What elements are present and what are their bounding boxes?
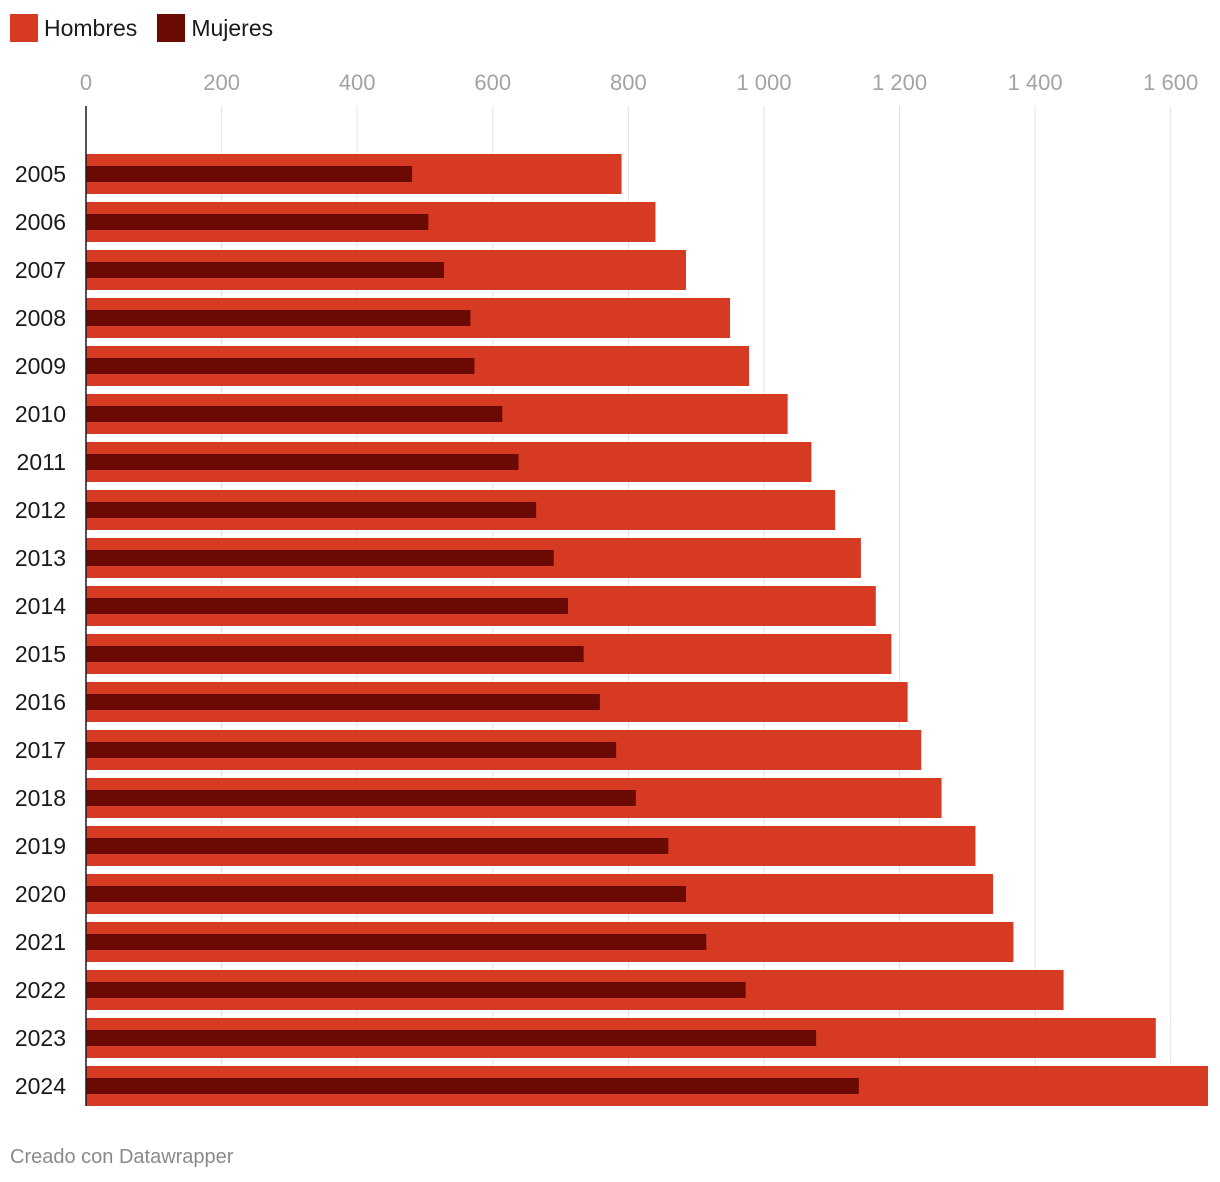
bar-mujeres (86, 166, 413, 182)
y-category-label: 2013 (15, 545, 66, 571)
x-tick-label: 1 600 (1143, 70, 1198, 95)
y-category-label: 2022 (15, 977, 66, 1003)
bar-mujeres (86, 790, 636, 806)
bar-mujeres (86, 646, 584, 662)
x-tick-label: 0 (80, 70, 92, 95)
bar-mujeres (86, 934, 707, 950)
bar-mujeres (86, 742, 617, 758)
bar-mujeres (86, 454, 519, 470)
x-tick-label: 400 (339, 70, 376, 95)
bar-mujeres (86, 694, 600, 710)
x-tick-label: 600 (474, 70, 511, 95)
y-category-label: 2014 (15, 593, 66, 619)
y-category-label: 2015 (15, 641, 66, 667)
bar-chart: 0 200 400 600 800 1 000 1 200 1 400 1 600 2005 200… (15, 70, 1208, 1106)
y-category-label: 2019 (15, 833, 66, 859)
legend-item-hombres: Hombres (10, 14, 137, 42)
y-category-label: 2021 (15, 929, 66, 955)
chart-legend: Hombres Mujeres (10, 14, 273, 42)
y-category-label: 2006 (15, 209, 66, 235)
legend-swatch-mujeres (157, 14, 186, 42)
bar-mujeres (86, 214, 429, 230)
x-tick-label: 1 200 (872, 70, 927, 95)
legend-swatch-hombres (10, 14, 38, 42)
y-category-label: 2017 (15, 737, 66, 763)
y-category-label: 2018 (15, 785, 66, 811)
y-category-label: 2009 (15, 353, 66, 379)
bar-mujeres (86, 262, 444, 278)
y-category-label: 2005 (15, 161, 66, 187)
y-category-label: 2011 (17, 449, 66, 475)
y-category-label: 2016 (15, 689, 66, 715)
y-category-label: 2012 (15, 497, 66, 523)
legend-label-mujeres: Mujeres (191, 14, 274, 41)
x-tick-label: 200 (203, 70, 240, 95)
legend-item-mujeres: Mujeres (157, 14, 273, 42)
y-category-label: 2020 (15, 881, 66, 907)
bar-mujeres (86, 838, 669, 854)
bar-mujeres (86, 502, 537, 518)
chart-credit: Creado con Datawrapper (10, 1146, 234, 1168)
x-tick-label: 1 400 (1008, 70, 1063, 95)
bar-mujeres (86, 598, 569, 614)
legend-label-hombres: Hombres (44, 14, 138, 41)
x-tick-label: 1 000 (736, 70, 791, 95)
y-category-label: 2024 (15, 1073, 66, 1099)
y-category-label: 2010 (15, 401, 66, 427)
bar-mujeres (86, 1078, 859, 1094)
bar-mujeres (86, 886, 686, 902)
bar-mujeres (86, 406, 503, 422)
bar-mujeres (86, 550, 554, 566)
bar-mujeres (86, 310, 471, 326)
y-category-label: 2023 (15, 1025, 66, 1051)
bar-mujeres (86, 1030, 817, 1046)
y-category-label: 2008 (15, 305, 66, 331)
x-tick-label: 800 (610, 70, 647, 95)
bar-mujeres (86, 358, 475, 374)
y-category-label: 2007 (15, 257, 66, 283)
bar-mujeres (86, 982, 746, 998)
